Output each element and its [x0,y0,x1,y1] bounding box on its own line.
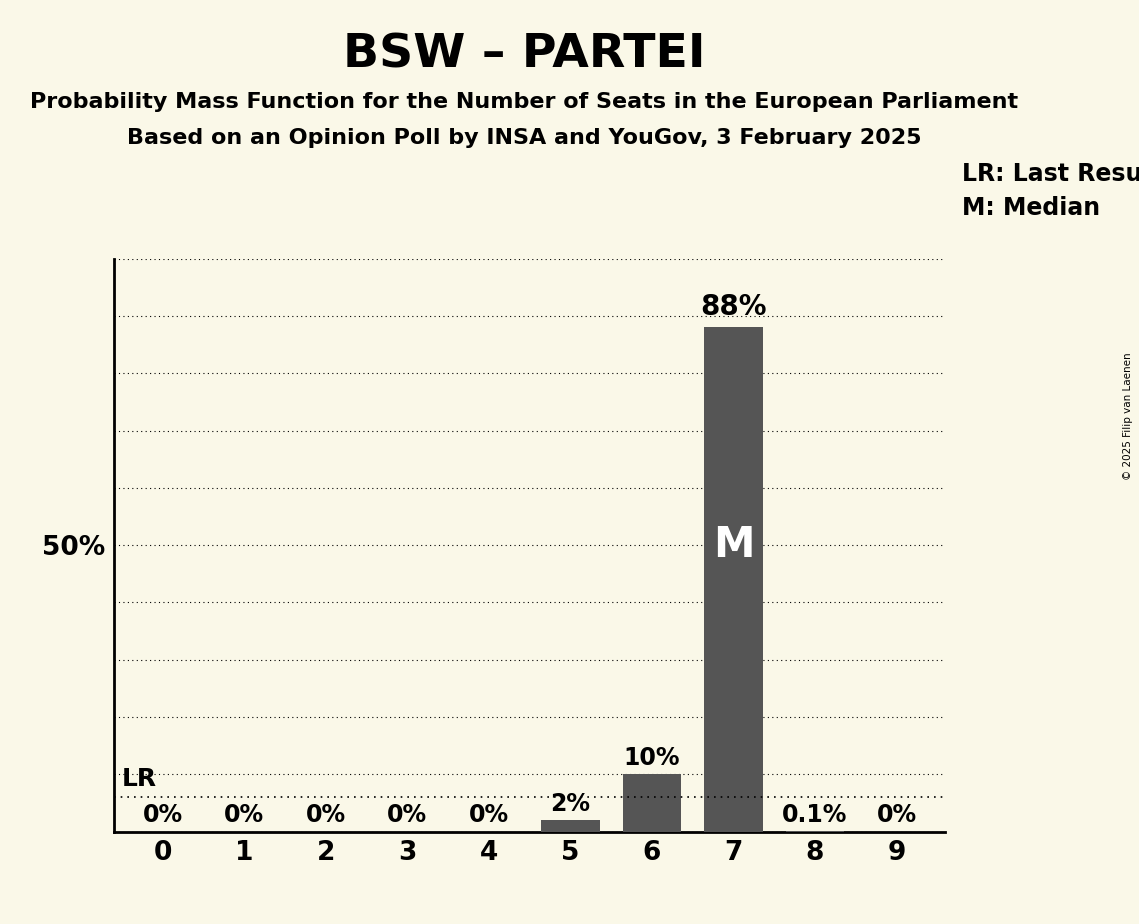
Bar [541,821,600,832]
Text: 0%: 0% [469,803,509,827]
Text: 88%: 88% [700,293,767,321]
Text: 0%: 0% [305,803,346,827]
Text: Based on an Opinion Poll by INSA and YouGov, 3 February 2025: Based on an Opinion Poll by INSA and You… [126,128,921,148]
Text: 2%: 2% [550,792,590,816]
Text: LR: Last Result: LR: Last Result [962,162,1139,186]
Text: © 2025 Filip van Laenen: © 2025 Filip van Laenen [1123,352,1133,480]
Text: M: Median: M: Median [962,196,1100,220]
Text: 0%: 0% [876,803,917,827]
Text: LR: LR [122,768,157,792]
Text: Probability Mass Function for the Number of Seats in the European Parliament: Probability Mass Function for the Number… [30,92,1018,113]
Text: BSW – PARTEI: BSW – PARTEI [343,32,705,78]
Bar [704,327,763,832]
Text: 10%: 10% [624,746,680,770]
Text: 0.1%: 0.1% [782,803,847,827]
Text: M: M [713,524,754,566]
Text: 0%: 0% [142,803,183,827]
Bar [623,774,681,832]
Text: 0%: 0% [387,803,427,827]
Text: 0%: 0% [224,803,264,827]
